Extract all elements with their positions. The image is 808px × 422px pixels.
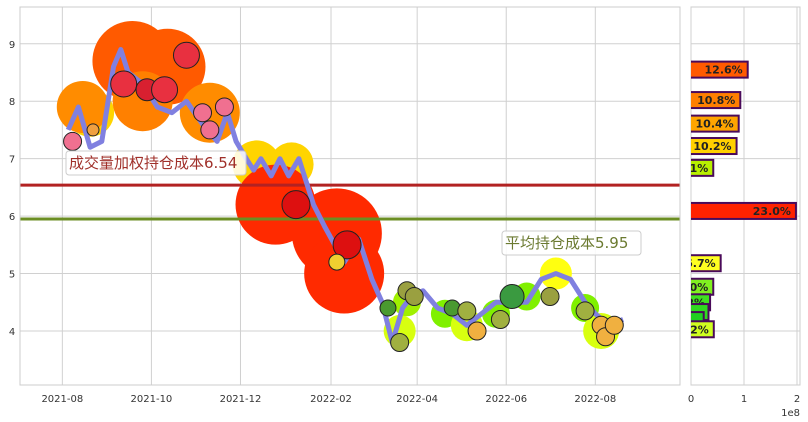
volume-bar-label: 10.4%	[696, 118, 734, 131]
y-tick-label: 5	[9, 270, 15, 281]
banana-icon	[328, 253, 346, 271]
volume-bar-label: 0%	[690, 281, 709, 294]
x-tick-label: 2022-06	[485, 394, 527, 405]
y-tick-label: 9	[9, 40, 15, 51]
x-tick-label: 2022-04	[396, 394, 438, 405]
y-tick-label: 7	[9, 155, 15, 166]
radish-icon	[193, 103, 213, 123]
radish-icon	[200, 120, 220, 140]
carrot-icon	[86, 123, 100, 137]
y-tick-label: 6	[9, 212, 15, 223]
volume-bar-label: 12.6%	[705, 64, 743, 77]
side-x-tick-label: 1	[741, 394, 747, 405]
side-bars: 12.6%10.8%10.4%10.2%1%23.0%6.7%0%2%2%	[685, 60, 797, 339]
volume-bar-label: 6.7%	[685, 257, 716, 270]
melon-icon	[499, 284, 525, 310]
weighted-cost-annotation: 成交量加权持仓成本6.54	[65, 150, 247, 176]
plot-frame	[19, 6, 681, 386]
pear-icon	[404, 287, 424, 307]
watermelon-icon	[172, 41, 200, 69]
highlight-blob	[56, 80, 109, 133]
fruit-decorations	[63, 41, 624, 352]
radish-icon	[63, 131, 83, 151]
volume-bar	[691, 60, 749, 79]
side-x-tick-label: 0	[688, 394, 694, 405]
volume-bar-label: 1%	[690, 162, 709, 175]
y-tick-label: 4	[9, 327, 15, 338]
peas-icon	[379, 299, 397, 317]
y-tick-label: 8	[9, 97, 15, 108]
watermelon-icon	[110, 70, 138, 98]
pear-icon	[540, 287, 560, 307]
annotations: 成交量加权持仓成本6.54 平均持仓成本5.95	[65, 150, 642, 256]
volume-bar	[691, 114, 740, 133]
watermelon-icon	[151, 76, 179, 104]
radish-icon	[214, 97, 234, 117]
x-tick-label: 2022-08	[574, 394, 616, 405]
apple-icon	[332, 230, 362, 260]
avg-cost-annotation: 平均持仓成本5.95	[501, 230, 642, 256]
volume-bar-label: 10.8%	[697, 94, 735, 107]
volume-bar	[691, 158, 715, 177]
x-tick-label: 2021-08	[41, 394, 83, 405]
volume-bar	[691, 254, 722, 273]
main-axes: 4 5 6 7 8 9 2021-08 2021-10 2021-12 2022-02 2022-0…	[9, 6, 681, 405]
reference-lines	[20, 183, 680, 221]
pineapple-icon	[467, 321, 487, 341]
side-scale-label: 1e8	[781, 408, 800, 419]
kiwi-icon	[390, 332, 410, 352]
side-x-tick-label: 2	[794, 394, 800, 405]
pineapple-icon	[604, 315, 624, 335]
x-tick-label: 2021-12	[220, 394, 262, 405]
volume-bar	[691, 320, 715, 339]
volume-bar	[691, 201, 797, 220]
weighted-cost-label: 成交量加权持仓成本6.54	[69, 154, 237, 172]
apple-icon	[281, 190, 311, 220]
kiwi-icon	[575, 301, 595, 321]
x-tick-label: 2021-10	[131, 394, 173, 405]
x-tick-label: 2022-02	[310, 394, 352, 405]
volume-profile-panel: 0 1 2 1e8 12.6% 10.8% 10.4% 10.2% 1% 23.0% 6.7% 0% 2…	[685, 6, 801, 419]
volume-bar	[691, 91, 742, 110]
volume-bar-label: 2%	[690, 323, 709, 336]
volume-bar	[691, 137, 738, 156]
volume-bar-label: 23.0%	[753, 205, 791, 218]
kiwi-icon	[457, 301, 477, 321]
avg-cost-label: 平均持仓成本5.95	[505, 234, 628, 252]
kiwi-icon	[490, 310, 510, 330]
volume-bar-label: 10.2%	[693, 140, 731, 153]
